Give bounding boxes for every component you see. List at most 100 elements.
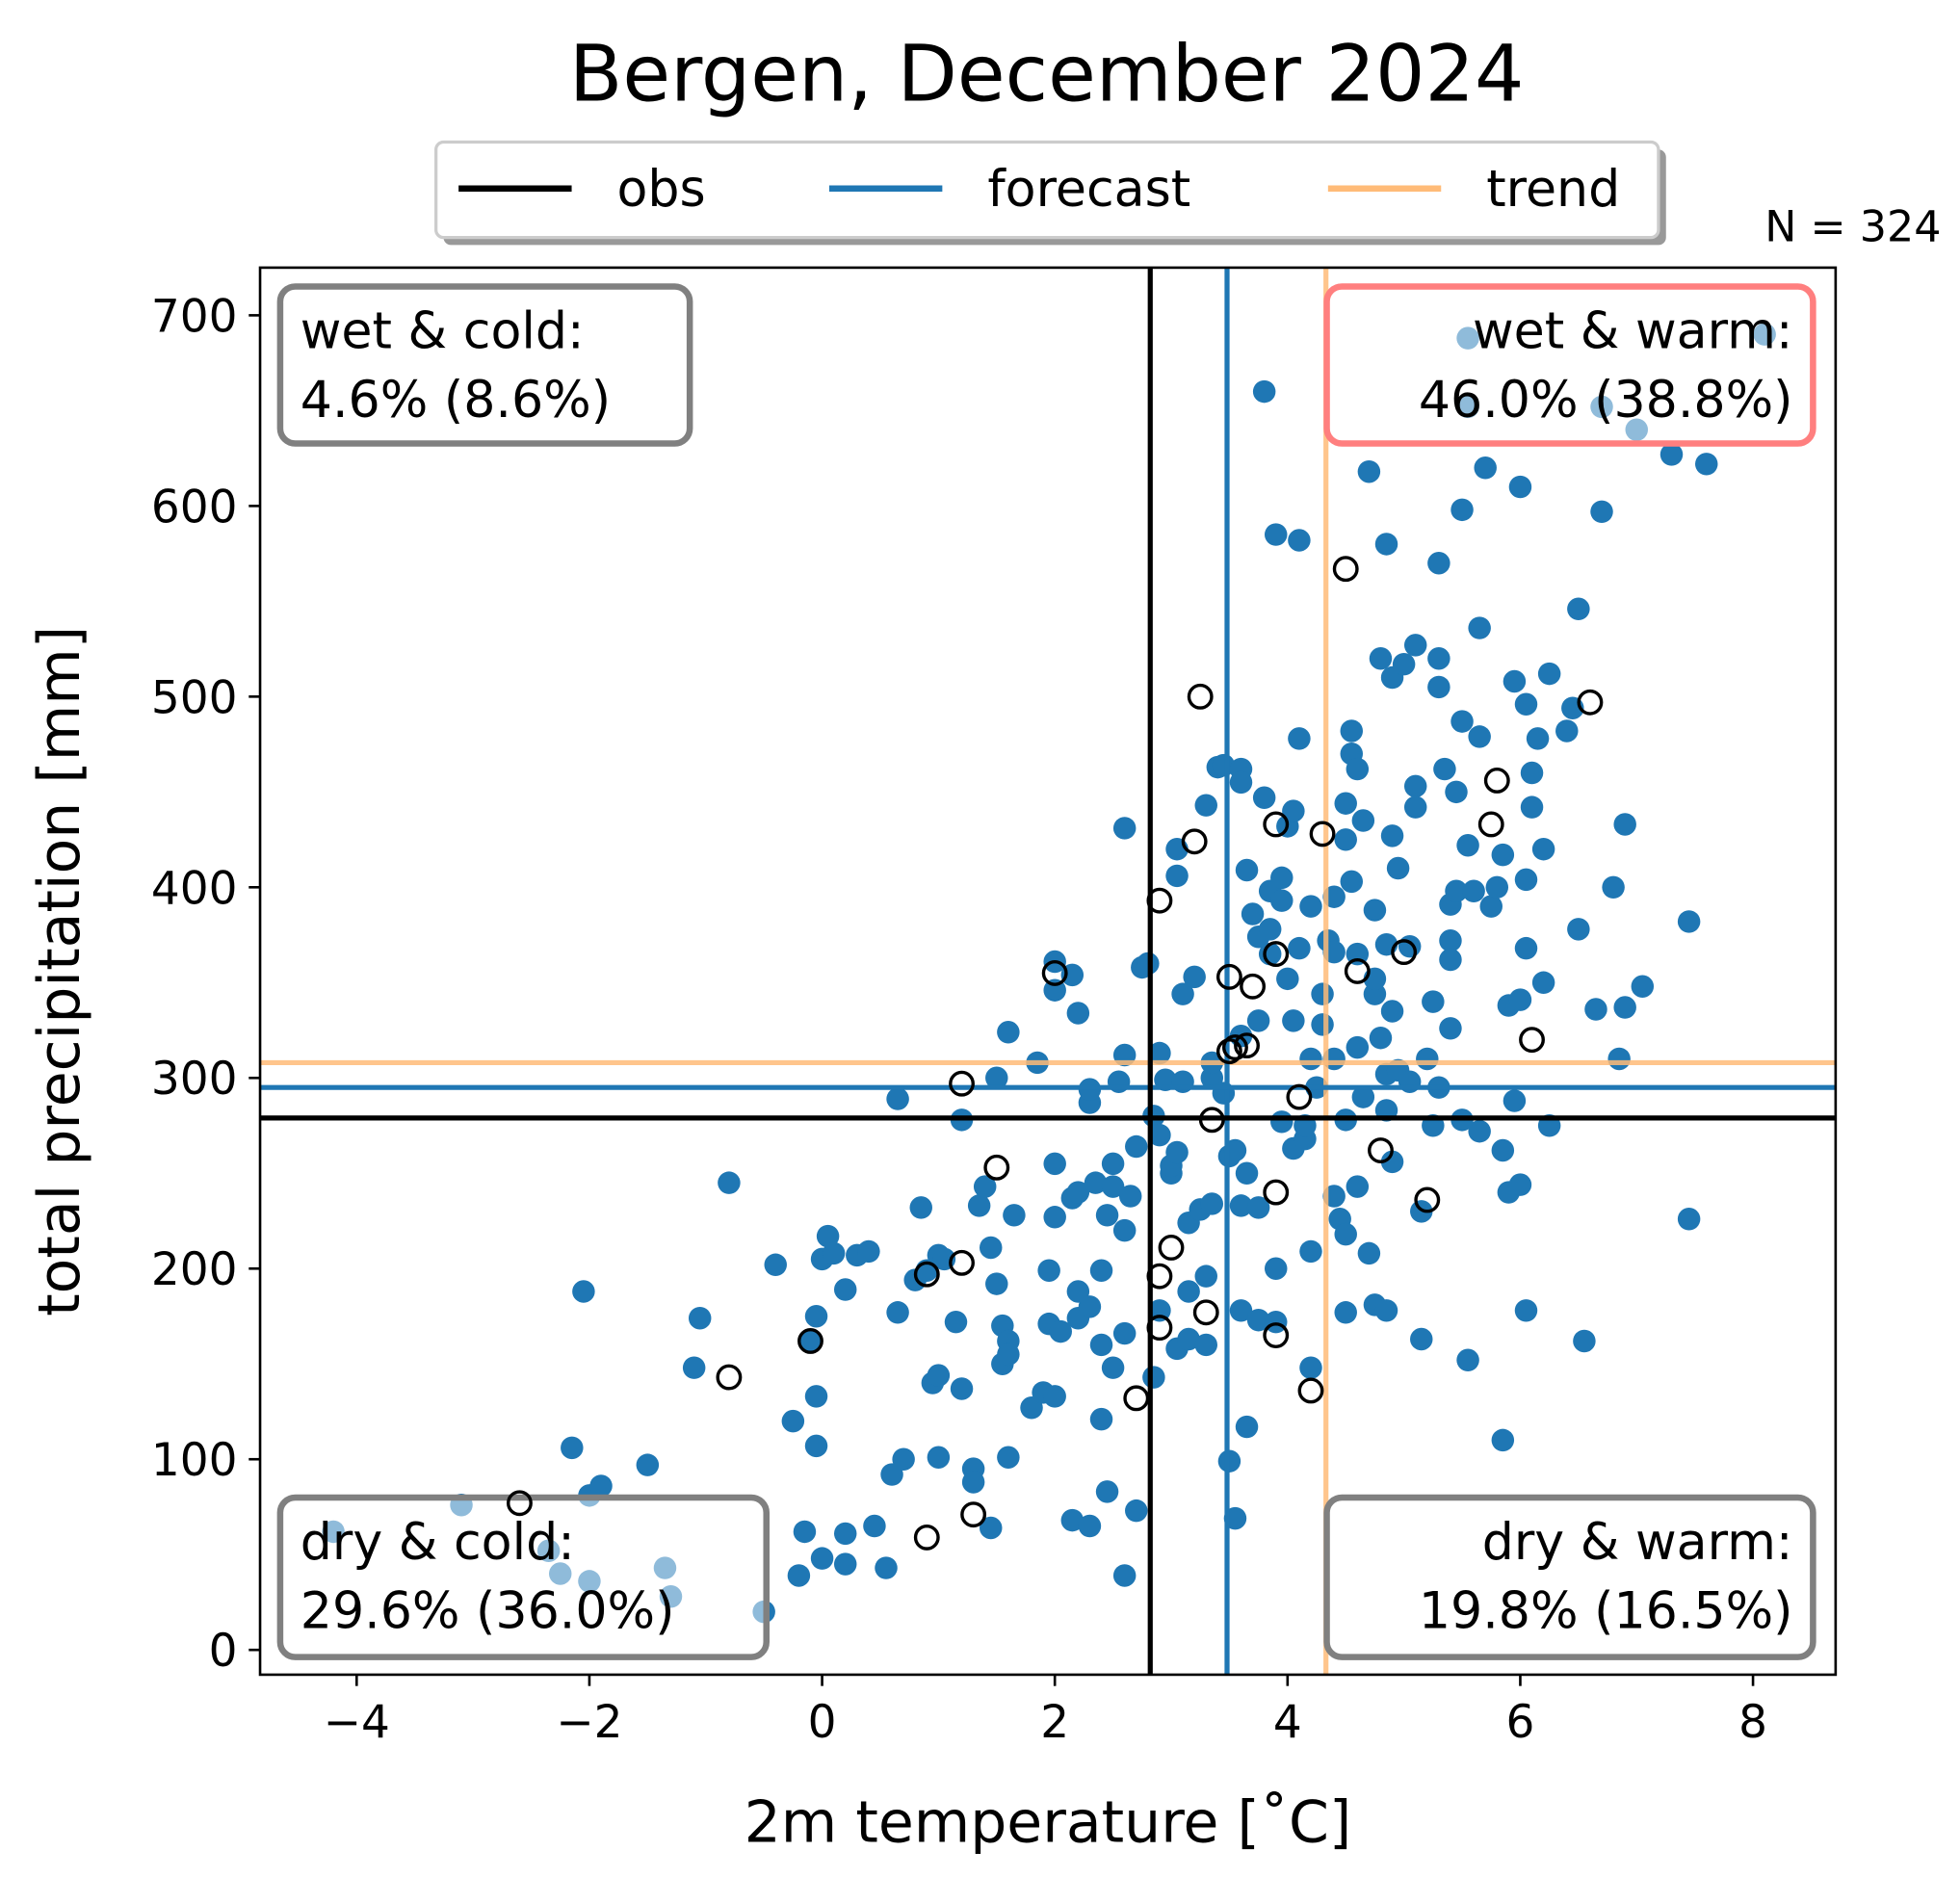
- forecast-point: [1264, 1257, 1288, 1280]
- obs-point: [1332, 556, 1359, 583]
- forecast-point: [1252, 379, 1276, 404]
- obs-point: [1263, 1322, 1290, 1348]
- forecast-point: [1288, 529, 1311, 552]
- forecast-point: [1369, 647, 1393, 670]
- forecast-point: [927, 1364, 951, 1387]
- quadrant-percentages: 4.6% (8.6%): [301, 372, 611, 430]
- forecast-point: [1066, 1181, 1090, 1204]
- forecast-point: [1503, 1089, 1527, 1112]
- forecast-point: [1101, 1356, 1125, 1379]
- y-tick-label: 100: [151, 1434, 238, 1487]
- obs-point: [1041, 959, 1068, 986]
- quadrant-label: wet & warm:: [1473, 302, 1793, 360]
- forecast-point: [1084, 1171, 1108, 1194]
- forecast-point: [688, 1306, 712, 1330]
- forecast-point: [1514, 868, 1538, 892]
- obs-point: [507, 1490, 533, 1517]
- y-tick-label: 400: [151, 862, 238, 915]
- obs-point: [983, 1154, 1010, 1181]
- forecast-point: [1177, 1327, 1200, 1351]
- forecast-point: [1177, 1280, 1200, 1303]
- forecast-point: [1491, 1138, 1515, 1162]
- forecast-point: [1089, 1407, 1113, 1431]
- forecast-point: [1125, 1134, 1148, 1159]
- y-tick-label: 200: [151, 1243, 238, 1296]
- obs-point: [1215, 1038, 1242, 1065]
- forecast-point: [1299, 895, 1322, 918]
- forecast-point: [1613, 813, 1636, 836]
- forecast-point: [1246, 1196, 1270, 1219]
- forecast-point: [1659, 443, 1684, 466]
- forecast-point: [1148, 1123, 1171, 1147]
- forecast-point: [985, 1272, 1008, 1295]
- forecast-point: [1276, 967, 1299, 991]
- forecast-point: [1299, 1047, 1322, 1071]
- forecast-point: [1485, 875, 1509, 899]
- forecast-point: [1299, 1356, 1322, 1379]
- forecast-point: [1101, 1152, 1125, 1176]
- forecast-point: [1607, 1047, 1631, 1071]
- forecast-point: [1282, 799, 1305, 822]
- forecast-point: [1380, 824, 1404, 847]
- axes-frame: [258, 266, 1838, 1677]
- forecast-point: [1095, 1204, 1119, 1227]
- forecast-point: [1089, 1333, 1113, 1357]
- obs-point: [949, 1070, 975, 1097]
- forecast-point: [1066, 1280, 1090, 1303]
- obs-point: [1286, 1083, 1313, 1110]
- forecast-point: [909, 1196, 932, 1219]
- obs-point: [1222, 1034, 1248, 1061]
- forecast-point: [589, 1474, 613, 1498]
- forecast-point: [1514, 1299, 1538, 1322]
- forecast-point: [1450, 498, 1474, 522]
- forecast-point: [1398, 934, 1422, 958]
- forecast-point: [1334, 1301, 1357, 1324]
- forecast-point: [1258, 918, 1282, 941]
- forecast-point: [1508, 988, 1532, 1011]
- forecast-point: [1346, 757, 1370, 781]
- forecast-point: [1148, 1041, 1171, 1065]
- forecast-point: [1468, 616, 1491, 639]
- forecast-point: [863, 1514, 886, 1538]
- obs-point: [913, 1524, 940, 1551]
- forecast-point: [1537, 662, 1561, 686]
- forecast-point: [985, 1066, 1008, 1090]
- forecast-point: [1229, 770, 1253, 795]
- forecast-point: [1299, 1239, 1322, 1264]
- quadrant-box-wet_warm: wet & warm: 46.0% (38.8%): [1323, 283, 1816, 447]
- forecast-point: [1270, 866, 1294, 890]
- forecast-point: [1125, 1499, 1148, 1523]
- forecast-point: [1584, 998, 1607, 1021]
- quadrant-box-frame: [1323, 283, 1816, 447]
- forecast-point: [1567, 918, 1590, 941]
- forecast-point: [1613, 996, 1636, 1019]
- obs-point: [1391, 939, 1418, 966]
- forecast-point: [1520, 795, 1544, 819]
- forecast-point: [1468, 725, 1491, 748]
- y-tick-label: 700: [151, 290, 238, 343]
- forecast-point: [980, 1516, 1003, 1540]
- obs-points: [507, 556, 1604, 1551]
- forecast-point: [1573, 1329, 1596, 1353]
- obs-point: [949, 1249, 975, 1276]
- forecast-point: [1526, 727, 1550, 750]
- forecast-point: [886, 1301, 909, 1324]
- forecast-point: [1112, 1321, 1137, 1345]
- forecast-point: [1357, 1241, 1381, 1265]
- forecast-point: [1078, 1514, 1102, 1538]
- forecast-point: [1200, 1192, 1224, 1215]
- forecast-point: [1491, 843, 1515, 867]
- obs-point: [797, 1328, 823, 1354]
- forecast-point: [1183, 965, 1206, 989]
- quadrant-percentages: 29.6% (36.0%): [301, 1583, 675, 1641]
- forecast-point: [798, 1329, 823, 1353]
- forecast-point: [1229, 1299, 1253, 1322]
- forecast-point: [804, 1385, 828, 1408]
- forecast-point: [1112, 1218, 1137, 1242]
- obs-point: [1123, 1385, 1150, 1412]
- obs-point: [1192, 1299, 1219, 1326]
- forecast-point: [1410, 1327, 1433, 1351]
- forecast-point: [1101, 1175, 1125, 1198]
- forecast-point: [1311, 1013, 1334, 1036]
- forecast-point: [1235, 858, 1259, 882]
